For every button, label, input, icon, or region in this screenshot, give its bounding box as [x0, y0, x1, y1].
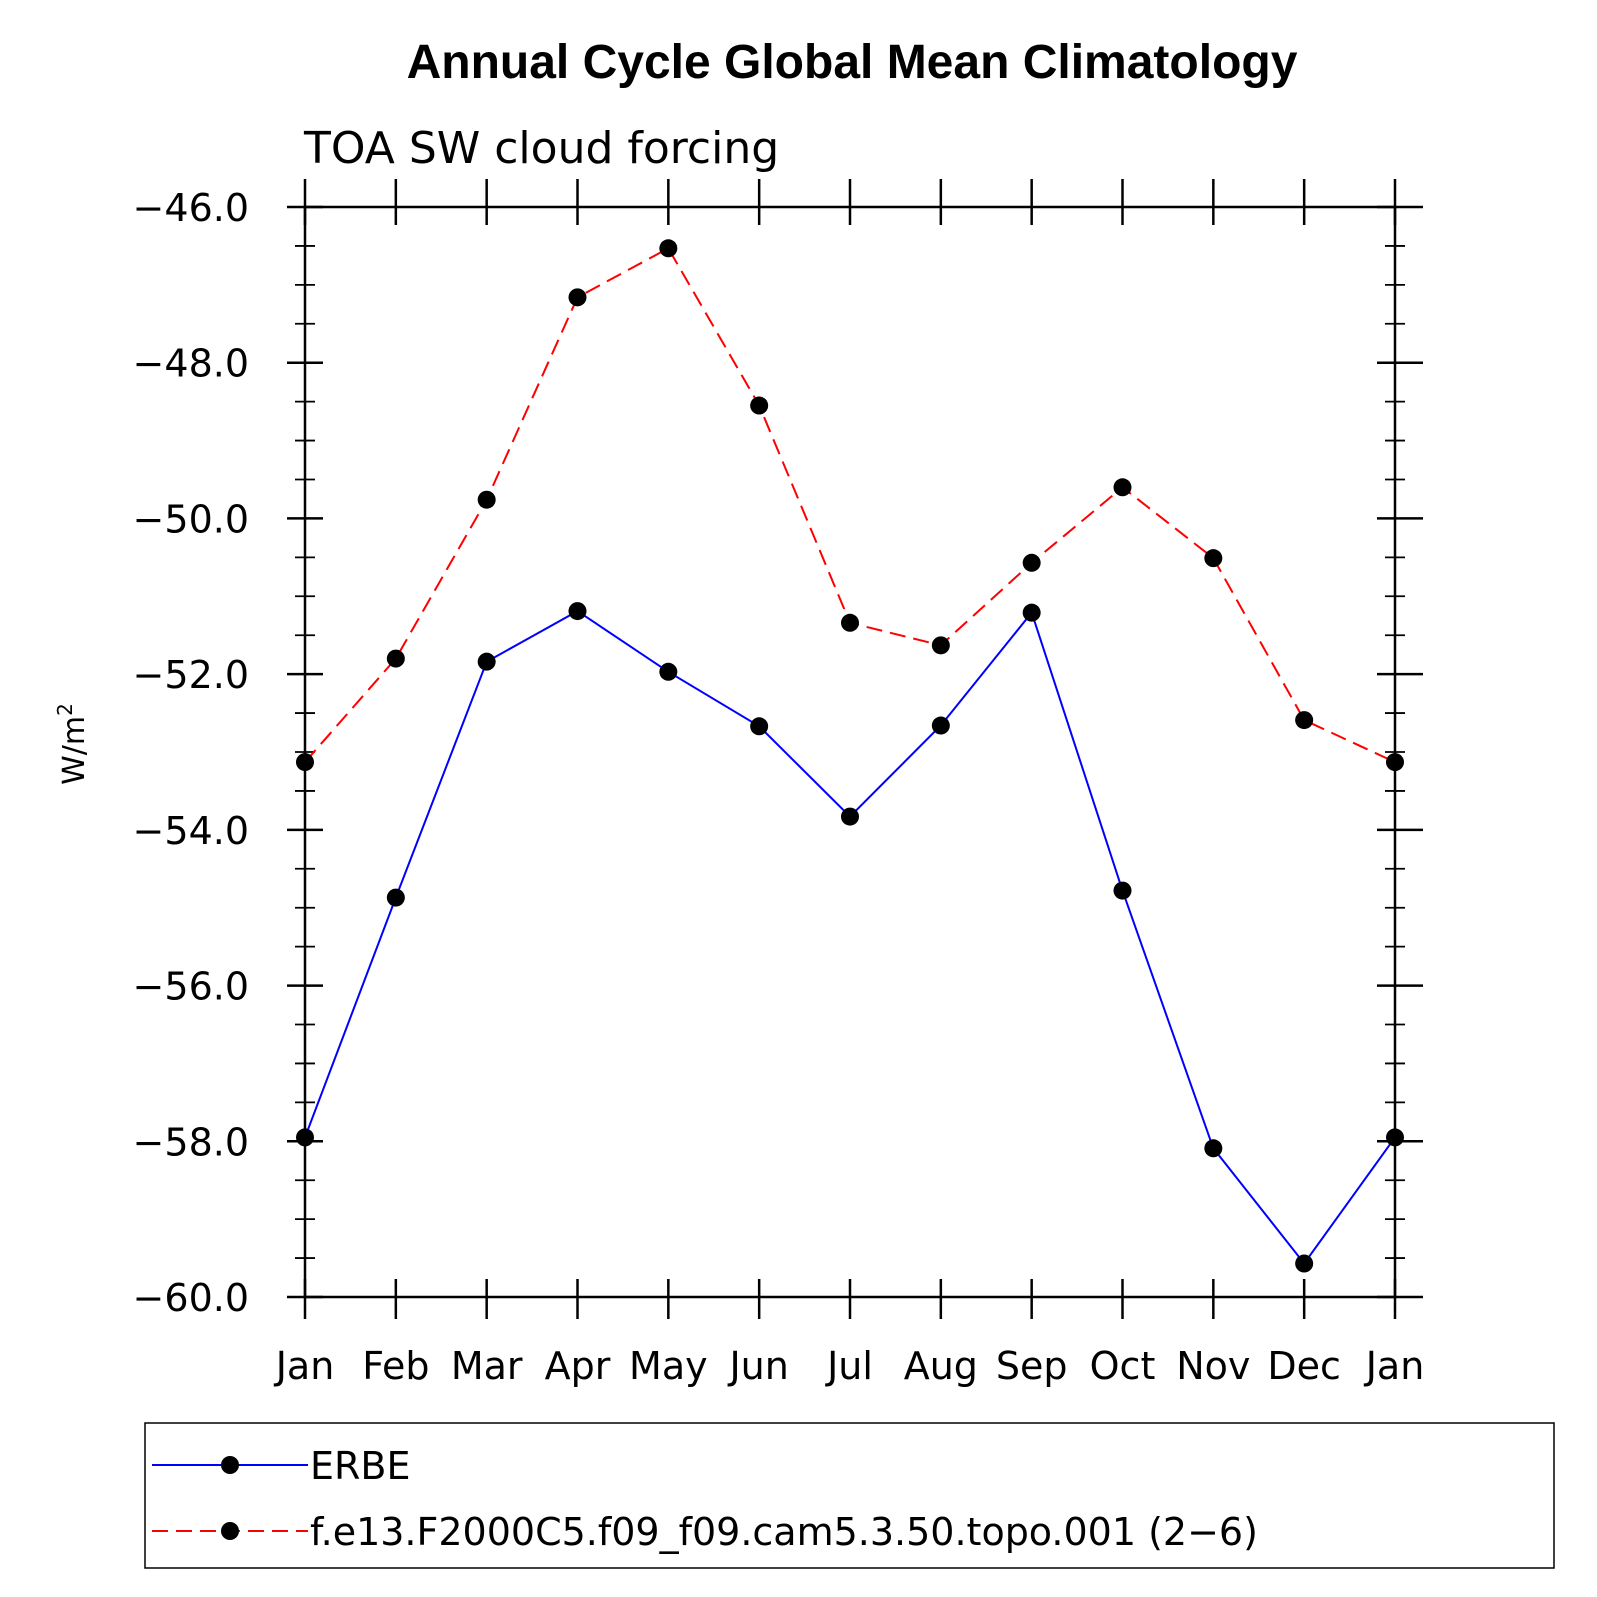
data-point-series-1 — [296, 753, 314, 772]
data-point-series-0 — [1386, 1128, 1404, 1147]
data-point-series-1 — [841, 613, 859, 632]
x-tick-label: Jan — [1364, 1344, 1425, 1388]
y-tick-label: −60.0 — [133, 1276, 249, 1320]
legend-label-model: f.e13.F2000C5.f09_f09.cam5.3.50.topo.001… — [310, 1510, 1258, 1554]
x-tick-label: Nov — [1176, 1344, 1250, 1388]
data-point-series-0 — [296, 1128, 314, 1147]
series-line-0 — [304, 609, 1396, 1266]
data-point-series-0 — [386, 888, 405, 907]
y-tick-label: −58.0 — [133, 1120, 249, 1164]
legend-label-erbe: ERBE — [310, 1444, 411, 1488]
y-tick-label: −56.0 — [133, 965, 249, 1009]
y-tick-label: −52.0 — [133, 653, 249, 697]
data-point-series-0 — [1295, 1254, 1314, 1273]
x-tick-label: Feb — [362, 1344, 429, 1388]
x-tick-label: May — [629, 1344, 708, 1388]
x-tick-label: Jul — [825, 1344, 873, 1388]
legend-marker-erbe — [221, 1456, 239, 1474]
data-point-series-1 — [568, 288, 587, 307]
y-axis-label: W/m2 — [53, 703, 92, 785]
x-tick-label: Sep — [996, 1344, 1068, 1388]
x-tick-label: Apr — [545, 1344, 611, 1388]
x-tick-label: Oct — [1090, 1344, 1156, 1388]
data-point-series-0 — [1113, 881, 1132, 900]
x-tick-label: Aug — [904, 1344, 978, 1388]
data-point-series-0 — [841, 807, 859, 826]
data-point-series-0 — [1204, 1139, 1223, 1158]
data-point-series-1 — [1204, 549, 1223, 568]
data-point-series-1 — [1113, 478, 1132, 497]
data-point-series-0 — [1022, 603, 1041, 622]
x-tick-label: Jun — [727, 1344, 788, 1388]
legend-marker-model — [221, 1522, 239, 1540]
data-point-series-0 — [568, 602, 587, 621]
y-tick-label: −48.0 — [133, 342, 249, 386]
data-point-series-1 — [931, 636, 950, 655]
plot-frame — [303, 205, 1397, 1299]
y-tick-label: −46.0 — [133, 186, 249, 230]
axes: −46.0 −48.0 −50.0 −52.0 −54.0 −56.0 −58.0 −60.0… — [133, 179, 1425, 1388]
y-tick-label: −54.0 — [133, 809, 249, 853]
data-point-series-1 — [1386, 753, 1404, 772]
data-point-series-0 — [931, 716, 950, 735]
chart-title: Annual Cycle Global Mean Climatology — [407, 36, 1298, 89]
series-layer — [296, 239, 1404, 1273]
x-tick-label: Dec — [1267, 1344, 1341, 1388]
data-point-series-1 — [659, 239, 678, 258]
y-axis-label-superscript: 2 — [53, 703, 77, 716]
data-point-series-1 — [1022, 553, 1041, 572]
data-point-series-1 — [386, 649, 405, 668]
data-point-series-0 — [477, 652, 496, 671]
x-tick-label: Jan — [274, 1344, 335, 1388]
legend-box — [144, 1422, 1555, 1569]
legend: ERBE f.e13.F2000C5.f09_f09.cam5.3.50.top… — [144, 1422, 1555, 1569]
data-point-series-1 — [750, 396, 769, 415]
series-line-1 — [304, 246, 1396, 764]
data-point-series-1 — [477, 490, 496, 509]
y-tick-label: −50.0 — [133, 497, 249, 541]
x-tick-label: Mar — [451, 1344, 523, 1388]
data-point-series-1 — [1295, 711, 1314, 730]
y-axis-label-text: W/m — [57, 716, 92, 785]
data-point-series-0 — [659, 662, 678, 681]
data-point-series-0 — [750, 717, 769, 736]
chart-subtitle: TOA SW cloud forcing — [303, 123, 779, 174]
svg-text:W/m2: W/m2 — [53, 703, 92, 785]
